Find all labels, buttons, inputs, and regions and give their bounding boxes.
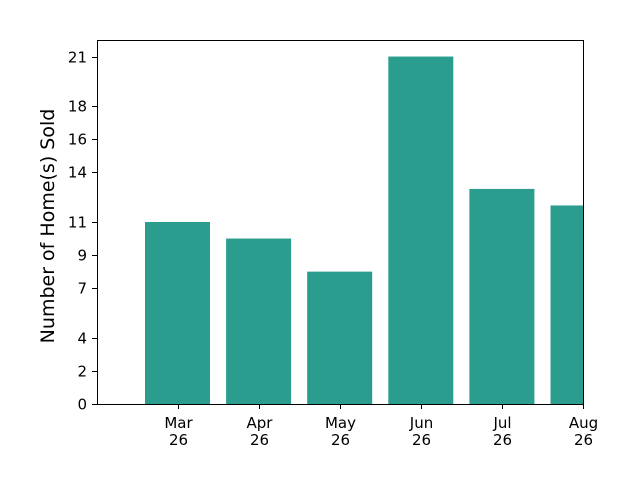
bar-apr-26 xyxy=(226,238,292,404)
y-axis-label: Number of Home(s) Sold xyxy=(37,109,59,344)
y-tick-label: 7 xyxy=(77,280,87,298)
y-tick-label: 9 xyxy=(77,247,87,265)
y-tick-label: 2 xyxy=(77,363,87,381)
y-tick-label: 16 xyxy=(68,131,87,149)
y-tick-label: 21 xyxy=(68,49,87,67)
bar-jun-26 xyxy=(388,56,454,404)
bar-jul-26 xyxy=(469,188,535,404)
y-tick-label: 18 xyxy=(68,98,87,116)
x-tick-label: Jul 26 xyxy=(492,414,512,449)
y-tick-label: 14 xyxy=(68,164,87,182)
y-axis: 0 2 4 7 9 11 14 16 18 21 xyxy=(68,49,97,414)
x-tick-label: May 26 xyxy=(325,414,356,449)
x-tick-label: Mar 26 xyxy=(164,414,193,449)
x-tick-label: Apr 26 xyxy=(247,414,274,449)
x-axis: Mar 26 Apr 26 May 26 Jun 26 Jul 26 Aug 26 xyxy=(164,404,598,449)
x-tick-label: Aug 26 xyxy=(569,414,598,449)
bar-mar-26 xyxy=(145,222,210,404)
bar-may-26 xyxy=(307,271,373,404)
bar-aug-26 xyxy=(550,205,583,404)
y-tick-label: 11 xyxy=(68,214,87,232)
x-tick-label: Jun 26 xyxy=(409,414,433,449)
bars-group xyxy=(145,56,583,404)
y-tick-label: 0 xyxy=(77,396,87,414)
y-tick-label: 4 xyxy=(77,330,87,348)
